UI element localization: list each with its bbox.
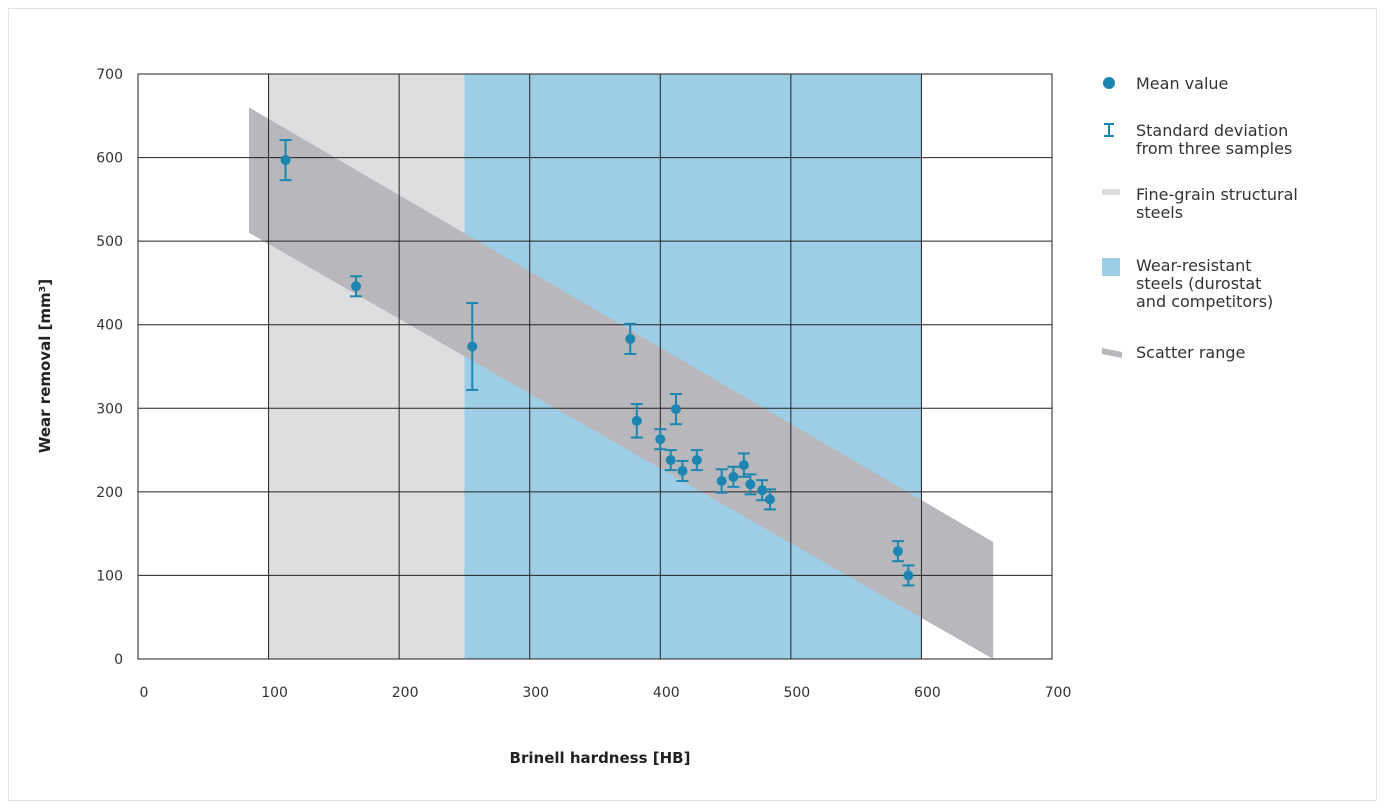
data-point [664,449,677,472]
x-tick-label: 300 [522,685,549,701]
data-point [624,322,637,355]
legend-label: Standard deviation from three samples [1136,121,1292,158]
y-tick-label: 0 [114,652,123,668]
legend-item: Fine-grain structural steels [1102,185,1298,222]
mean-value-dot [691,455,702,466]
legend: Mean value Standard deviation from three s… [1102,74,1298,362]
data-point [744,473,757,496]
legend-label: Wear-resistant steels (durostat and compet… [1136,256,1273,311]
x-tick-label: 600 [914,685,941,701]
legend-item: Scatter range [1102,343,1245,362]
data-point [690,449,703,472]
mean-value-dot [764,494,775,505]
data-point [654,428,667,451]
mean-value-dot [757,485,768,496]
data-point [466,301,479,391]
plot-border [137,73,1053,660]
chart-frame [8,8,1377,801]
mean-value-dot [716,475,727,486]
y-axis-label: Wear removal [mm³] [36,279,54,453]
mean-value-dot [665,455,676,466]
x-tick-label: 700 [1045,685,1072,701]
y-tick-label: 600 [96,151,123,167]
legend-label: Mean value [1136,74,1228,93]
data-point [669,393,682,426]
x-axis-label: Brinell hardness [HB] [510,749,691,767]
legend-label: Fine-grain structural steels [1136,185,1298,222]
scatter-range-icon [1102,348,1122,358]
y-tick-label: 400 [96,318,123,334]
legend-item: Wear-resistant steels (durostat and compet… [1102,256,1273,311]
legend-label: Scatter range [1136,343,1245,362]
y-tick-label: 100 [96,568,123,584]
data-point [902,564,915,587]
mean-value-dot [728,471,739,482]
error-bar-icon [1104,123,1114,137]
data-point [676,459,689,482]
data-point [630,403,643,439]
grey-swatch-icon [1102,189,1120,195]
data-point [350,275,363,298]
mean-value-dot [351,281,362,292]
data-point [715,468,728,494]
data-point [737,452,750,478]
x-tick-label: 500 [783,685,810,701]
mean-value-dot [670,404,681,415]
x-tick-label: 400 [653,685,680,701]
mean-value-dot [677,465,688,476]
mean-value-dot [280,155,291,166]
x-tick-label: 200 [392,685,419,701]
mean-value-dot [467,341,478,352]
y-tick-label: 200 [96,485,123,501]
data-point [763,488,776,511]
y-tick-label: 300 [96,401,123,417]
blue-swatch-icon [1102,258,1120,276]
data-point [891,540,904,563]
data-point [279,139,292,182]
legend-item: Mean value [1103,74,1228,93]
legend-item: Standard deviation from three samples [1104,121,1292,158]
mean-value-dot [892,546,903,557]
x-tick-label: 100 [261,685,288,701]
data-point [727,465,740,488]
x-tick-label: 0 [140,685,149,701]
scatter-range-band [249,107,994,659]
mean-value-dot [655,434,666,445]
dot-icon [1103,77,1115,89]
mean-value-dot [903,570,914,581]
mean-value-dot [745,479,756,490]
mean-value-dot [625,333,636,344]
mean-value-dot [738,460,749,471]
y-tick-label: 500 [96,234,123,250]
y-tick-label: 700 [96,67,123,83]
mean-value-dot [631,415,642,426]
data-point [756,479,769,502]
